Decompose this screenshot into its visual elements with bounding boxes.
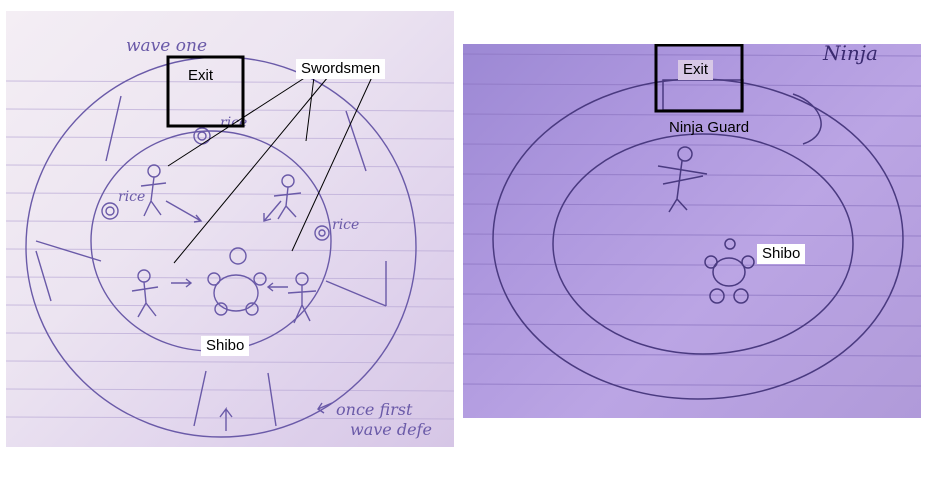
shibo-figure [704, 238, 755, 304]
right-shibo-label: Shibo [757, 244, 806, 264]
handwritten-note-line2: wave defe [350, 420, 432, 439]
left-exit-label: Exit [188, 67, 214, 84]
swordsman-figure [287, 272, 317, 324]
note-arrow [317, 402, 333, 414]
swordsmen-leader-lines [167, 76, 373, 264]
inner-arena-outline [552, 133, 854, 355]
handwritten-note-line1: once first [336, 400, 413, 419]
swordsmen-label: Swordsmen [296, 59, 386, 79]
rice-marker [101, 202, 119, 220]
ninja-guard-label: Ninja Guard [669, 119, 750, 136]
inner-arena-outline [90, 130, 332, 352]
swordsman-figure [131, 269, 159, 318]
handwritten-rice-label: rice [118, 189, 145, 205]
outer-arena-outline [25, 56, 417, 438]
right-exit-label: Exit [678, 60, 714, 80]
shibo-figure [207, 247, 267, 316]
ninja-guard-figure [657, 146, 708, 213]
arrow-right [171, 278, 193, 288]
arrow-left [266, 282, 288, 292]
handwritten-corner-word: Ninja [822, 44, 878, 65]
exit-box [166, 55, 245, 128]
entry-arrow [193, 370, 277, 431]
handwritten-rice-label: rice [332, 217, 359, 233]
arrow-down-right [165, 200, 203, 223]
notebook-lines [6, 80, 454, 420]
rice-marker [314, 225, 330, 241]
swordsman-figure [273, 174, 302, 220]
exit-box [654, 44, 744, 113]
left-sketch-photo: wave one rice rice rice once first wave … [6, 11, 454, 447]
right-sketch-drawing: Ninja [463, 44, 921, 400]
notebook-lines [463, 53, 921, 387]
arena-doodles [35, 95, 387, 307]
handwritten-wave-title: wave one [126, 36, 207, 56]
left-sketch-drawing: wave one rice rice rice once first wave … [6, 36, 454, 439]
arena-doodle [792, 93, 822, 145]
right-sketch-photo: Ninja [463, 44, 921, 418]
rice-marker [193, 127, 211, 145]
swordsman-figure [140, 164, 167, 217]
left-shibo-label: Shibo [201, 336, 250, 356]
arrow-down-left [263, 200, 282, 222]
